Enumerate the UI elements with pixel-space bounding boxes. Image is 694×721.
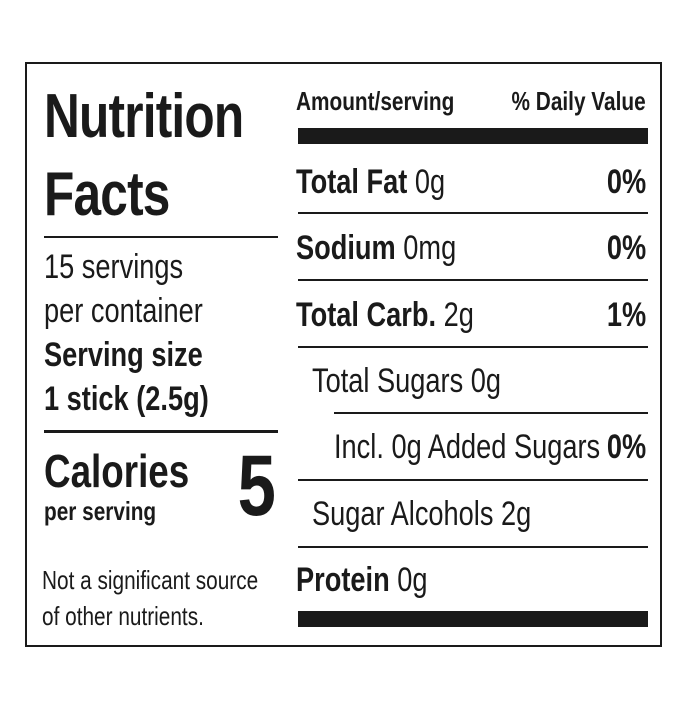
nutrition-facts-label — [25, 62, 662, 647]
nutrient-total-fat-dv: 0% — [606, 163, 646, 201]
nutrient-name: Total Fat — [296, 163, 408, 201]
nutrient-total-carb: Total Carb. 2g — [296, 295, 518, 335]
nutrient-sugar-alcohols: Sugar Alcohols 2g — [312, 495, 532, 533]
nutrient-amount: 2g — [443, 296, 474, 334]
divider-row-indented — [334, 412, 648, 414]
footnote-line1: Not a significant source — [42, 565, 259, 595]
nutrient-total-fat: Total Fat 0g — [296, 162, 482, 202]
calories-sub-label: per serving — [44, 496, 157, 526]
serving-size-value: 1 stick (2.5g) — [44, 380, 209, 418]
nutrient-name: Protein — [296, 561, 390, 599]
nutrient-sodium: Sodium 0mg — [296, 228, 496, 268]
header-daily-value: % Daily Value — [511, 86, 646, 116]
thick-rule-top — [298, 128, 648, 144]
nutrient-amount: 0g — [414, 163, 446, 201]
nutrient-amount: 0g — [397, 561, 428, 599]
nutrient-total-sugars: Total Sugars 0g — [312, 362, 502, 400]
divider-row — [298, 279, 648, 281]
calories-label: Calories — [44, 445, 190, 497]
thick-rule-bottom — [298, 611, 648, 627]
nutrient-total-carb-dv: 1% — [606, 296, 646, 334]
nutrient-added-sugars-dv: 0% — [606, 428, 646, 466]
divider-row — [298, 479, 648, 481]
divider-row — [298, 212, 648, 214]
divider-calories — [44, 430, 278, 433]
divider-row — [298, 346, 648, 348]
servings-per-container-line2: per container — [44, 292, 203, 330]
nutrient-amount: 0mg — [403, 229, 457, 267]
serving-size-label: Serving size — [44, 336, 203, 374]
nutrient-added-sugars: Incl. 0g Added Sugars — [334, 428, 601, 466]
servings-per-container-line1: 15 servings — [44, 248, 184, 286]
header-amount-per-serving: Amount/serving — [296, 86, 455, 116]
footnote-line2: of other nutrients. — [42, 601, 204, 631]
nutrient-sodium-dv: 0% — [606, 229, 646, 267]
title-nutrition: Nutrition — [44, 82, 244, 151]
calories-value: 5 — [237, 438, 276, 534]
divider-row — [298, 546, 648, 548]
title-facts: Facts — [44, 160, 170, 229]
nutrient-name: Sodium — [296, 229, 396, 267]
nutrient-protein: Protein 0g — [296, 560, 460, 600]
nutrient-name: Total Carb. — [296, 296, 437, 334]
divider-title — [44, 236, 278, 238]
